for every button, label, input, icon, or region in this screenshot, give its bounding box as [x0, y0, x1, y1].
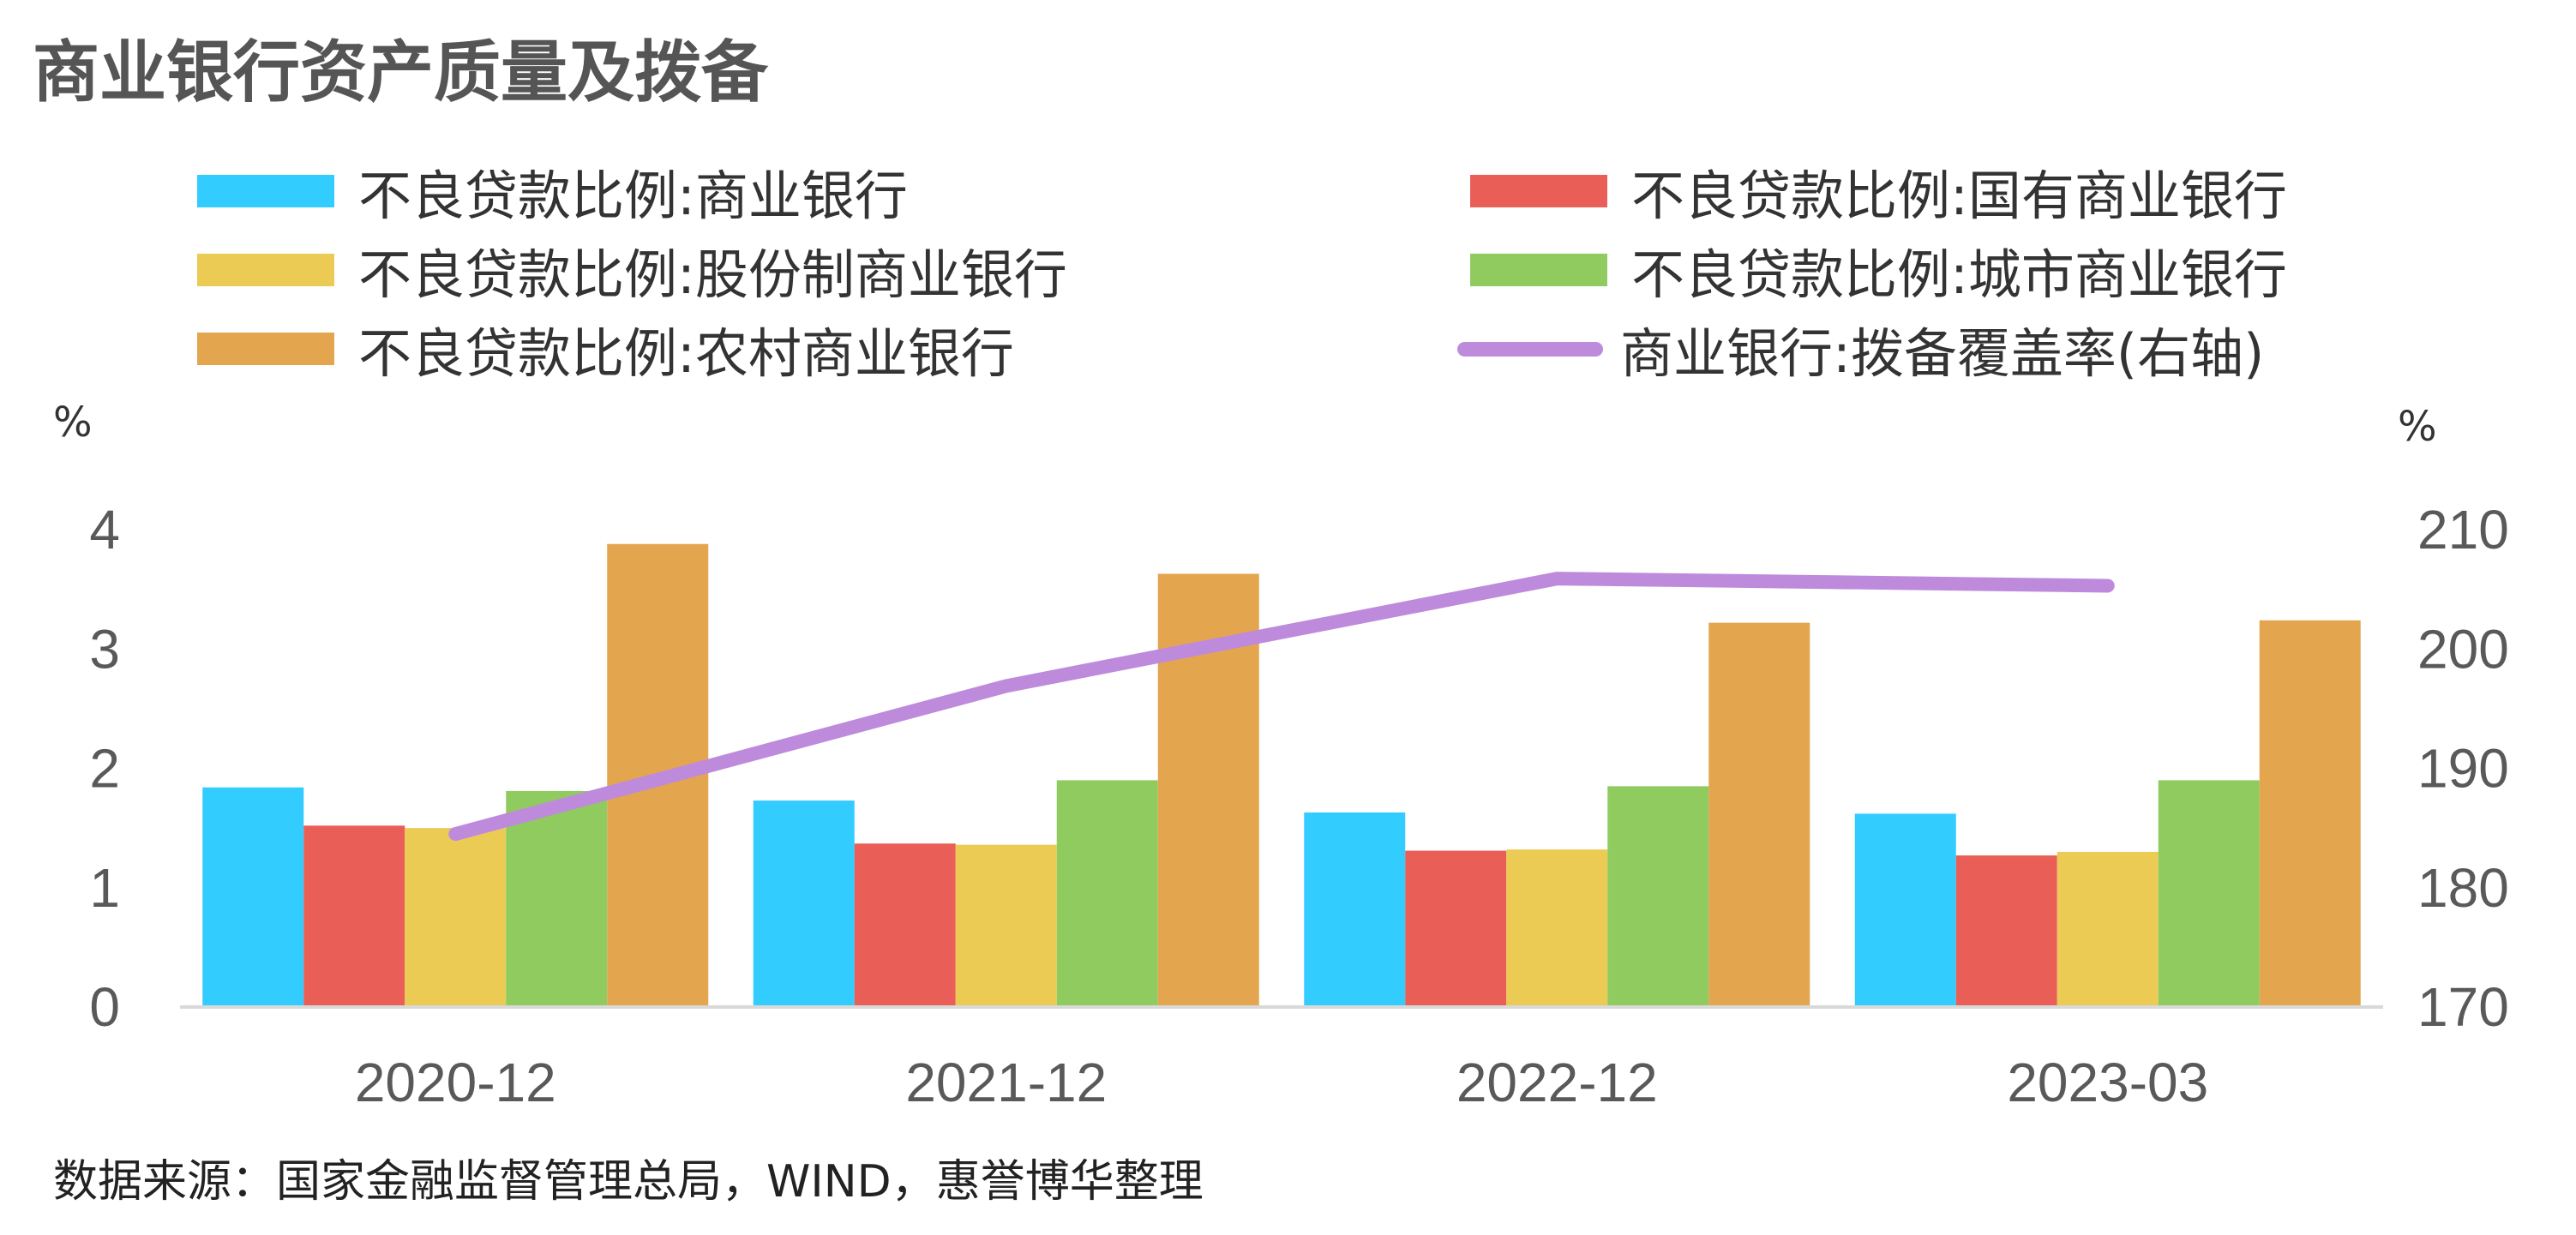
bar [1304, 812, 1406, 1007]
bar [1506, 849, 1608, 1007]
legend-item-city-banks: 不良贷款比例:城市商业银行 [1470, 236, 2287, 306]
bar [2158, 780, 2260, 1007]
y2-tick-label: 200 [2417, 618, 2509, 680]
legend-item-joint-stock-banks: 不良贷款比例:股份制商业银行 [197, 236, 1067, 306]
legend-label: 商业银行:拨备覆盖率(右轴) [1620, 322, 2265, 385]
line-point [2107, 585, 2109, 586]
bar [506, 790, 608, 1007]
legend-label: 不良贷款比例:商业银行 [358, 165, 908, 227]
bar [1708, 622, 1810, 1007]
bar [1955, 855, 2057, 1007]
legend-item-provision-coverage: 商业银行:拨备覆盖率(右轴) [1457, 315, 2264, 385]
right-axis-unit: % [2398, 403, 2437, 451]
y-tick-label: 3 [89, 618, 120, 680]
legend-swatch [197, 333, 334, 365]
legend-swatch [1470, 254, 1607, 286]
bar [303, 825, 405, 1007]
bar [955, 844, 1057, 1007]
legend-label: 不良贷款比例:国有商业银行 [1631, 165, 2287, 227]
x-tick-label: 2021-12 [905, 1052, 1107, 1113]
bar [2057, 851, 2159, 1007]
bars-layer [202, 543, 2361, 1007]
bar [854, 843, 956, 1007]
bar [1607, 786, 1709, 1007]
y-tick-label: 1 [89, 857, 120, 919]
y-tick-label: 4 [89, 499, 120, 561]
y2-tick-label: 180 [2417, 857, 2509, 919]
x-tick-label: 2022-12 [1456, 1052, 1658, 1113]
legend-swatch [197, 175, 334, 207]
legend-item-rural-banks: 不良贷款比例:农村商业银行 [197, 315, 1014, 385]
y2-tick-label: 170 [2417, 976, 2509, 1038]
legend-label: 不良贷款比例:股份制商业银行 [358, 243, 1067, 306]
y-tick-label: 2 [89, 738, 120, 800]
bar [202, 787, 304, 1007]
bar [1854, 813, 1956, 1007]
y2-tick-label: 190 [2417, 738, 2509, 800]
bar [753, 800, 855, 1007]
bar [1056, 780, 1158, 1007]
legend-label: 不良贷款比例:城市商业银行 [1631, 243, 2287, 306]
x-tick-label: 2020-12 [355, 1052, 556, 1113]
bar [2259, 620, 2361, 1007]
bar [405, 828, 507, 1007]
x-tick-label: 2023-03 [2007, 1052, 2208, 1113]
legend-swatch [1470, 175, 1607, 207]
y-axis-ticks: 0 1 2 3 4 [89, 499, 120, 1038]
bar [1405, 850, 1507, 1007]
legend-item-state-owned-banks: 不良贷款比例:国有商业银行 [1470, 157, 2287, 227]
y2-tick-label: 210 [2417, 499, 2509, 561]
left-axis-unit: % [53, 399, 93, 447]
y-tick-label: 0 [89, 976, 120, 1038]
y2-axis-ticks: 170 180 190 200 210 [2417, 499, 2509, 1038]
source-note: 数据来源：国家金融监督管理总局，WIND，惠誉博华整理 [53, 1156, 1204, 1208]
legend-label: 不良贷款比例:农村商业银行 [358, 322, 1014, 385]
line-layer [448, 572, 2115, 842]
legend-item-commercial-banks: 不良贷款比例:商业银行 [197, 157, 908, 227]
provision-coverage-line [448, 572, 2115, 842]
chart-title: 商业银行资产质量及拨备 [33, 34, 769, 111]
line-point [454, 833, 456, 835]
legend-line-swatch [1457, 341, 1603, 357]
x-axis-ticks: 2020-12 2021-12 2022-12 2023-03 [355, 1052, 2208, 1113]
legend-swatch [197, 254, 334, 286]
